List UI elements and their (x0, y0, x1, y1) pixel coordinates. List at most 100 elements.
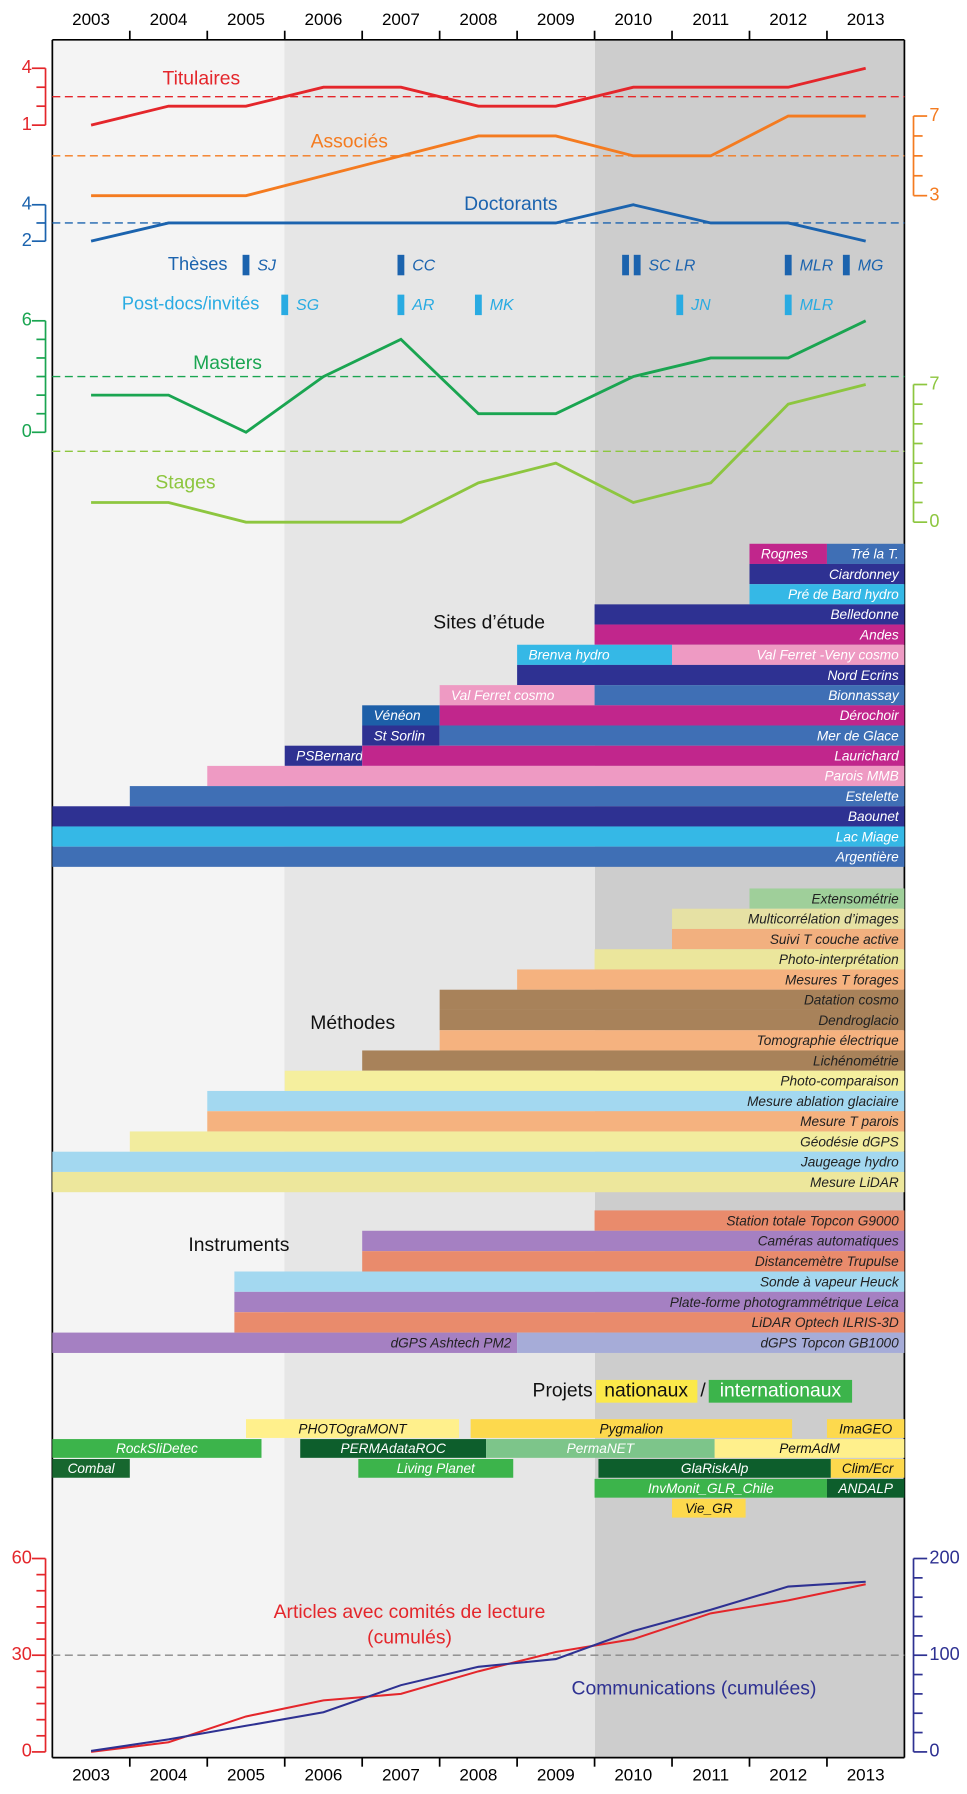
marker-label: JN (690, 297, 711, 314)
series-line (91, 383, 867, 524)
period-bar (594, 604, 905, 625)
bar-label: Clim/Ecr (842, 1461, 894, 1476)
legend-label: nationaux (604, 1380, 688, 1401)
period-bar (362, 1050, 905, 1071)
period-bar (749, 563, 905, 585)
y-tick-label: 4 (22, 194, 32, 214)
period-bar (672, 928, 905, 950)
bar-label: Jaugeage hydro (800, 1155, 899, 1170)
period-bar (234, 1291, 905, 1313)
bar-label: RockSliDetec (116, 1441, 198, 1456)
bar-label: Mesure ablation glaciaire (747, 1094, 899, 1109)
bar-label: PermAdM (779, 1441, 840, 1456)
marker-label: SC LR (649, 257, 696, 274)
bar-label: Mesure LiDAR (810, 1175, 899, 1190)
x-tick-label: 2009 (537, 1765, 575, 1784)
series-label: Associés (311, 131, 388, 152)
series-label: Communications (cumulées) (572, 1678, 817, 1699)
y-tick-label: 2 (22, 230, 32, 250)
series-label: Articles avec comités de lecture (274, 1602, 546, 1623)
y-tick-label: 7 (929, 373, 939, 393)
bar-label: LiDAR Optech ILRIS-3D (752, 1315, 899, 1330)
period-bar (439, 1030, 905, 1051)
marker (397, 254, 405, 276)
x-tick-label: 2006 (304, 1765, 342, 1784)
section-title: Méthodes (310, 1013, 395, 1034)
y-tick-label: 200 (929, 1547, 959, 1567)
section-title: Instruments (188, 1235, 289, 1256)
bar-label: Tré la T. (850, 547, 899, 562)
x-tick-label: 2008 (459, 1765, 497, 1784)
y-tick-label: 0 (22, 1741, 32, 1761)
bar-label: GlaRiskAlp (681, 1461, 749, 1476)
period-bar (234, 1271, 905, 1292)
marker-row-label: Post-docs/invités (122, 294, 259, 314)
bar-label: Caméras automatiques (758, 1234, 899, 1249)
bar-label: Suivi T couche active (770, 932, 899, 947)
bar-label: Mer de Glace (817, 728, 899, 743)
section-title: Projets (533, 1380, 593, 1401)
bar-label: PermaNET (567, 1441, 636, 1456)
y-tick-label: 0 (929, 511, 939, 531)
bar-label: Géodésie dGPS (800, 1134, 899, 1149)
bar-label: Mesure T parois (800, 1114, 899, 1129)
period-bar (52, 1458, 130, 1478)
x-tick-label: 2013 (847, 10, 885, 29)
bar-label: Combal (68, 1461, 116, 1476)
x-tick-label: 2003 (72, 1765, 110, 1784)
bar-label: Pré de Bard hydro (788, 587, 899, 602)
period-bar (672, 908, 905, 929)
period-bar (439, 705, 905, 726)
bar-label: Lichénométrie (813, 1053, 899, 1068)
bar-label: PERMAdataROC (340, 1441, 446, 1456)
marker (842, 254, 850, 276)
bar-label: PHOTOgraMONT (298, 1421, 408, 1436)
y-tick-label: 6 (22, 310, 32, 330)
series-line (90, 1580, 866, 1752)
y-tick-label: 3 (929, 184, 939, 204)
period-bar (598, 1458, 831, 1478)
marker-label: MK (490, 297, 515, 314)
x-tick-label: 2011 (692, 1765, 729, 1784)
period-bar (362, 705, 440, 726)
series-line (91, 114, 866, 198)
x-tick-label: 2011 (692, 10, 729, 29)
marker-label: AR (411, 297, 434, 314)
bar-label: Laurichard (834, 749, 899, 764)
bar-label: Argentière (835, 850, 899, 865)
period-bar (207, 765, 905, 787)
period-bar (714, 1439, 905, 1458)
period-bar (826, 543, 905, 564)
marker-label: MG (858, 257, 884, 274)
x-tick-label: 2013 (847, 1765, 885, 1784)
bar-label: Extensométrie (812, 891, 900, 906)
marker (474, 294, 482, 316)
x-tick-label: 2003 (72, 10, 110, 29)
bar-label: Val Ferret -Veny cosmo (756, 648, 899, 663)
period-bar (486, 1439, 715, 1458)
period-bar (300, 1439, 487, 1458)
section-title: Sites d’étude (433, 613, 545, 634)
period-bar (749, 543, 827, 564)
marker-label: SG (296, 297, 319, 314)
bar-label: PSBernard (296, 749, 363, 764)
bar-label: Vie_GR (685, 1501, 733, 1516)
x-tick-label: 2010 (614, 10, 652, 29)
marker (281, 294, 289, 316)
period-bar (52, 826, 905, 847)
bar-label: Lac Miage (836, 829, 899, 844)
period-bar (594, 1210, 905, 1231)
legend-swatch (708, 1379, 853, 1403)
y-tick-label: 1 (22, 114, 32, 134)
bar-label: Rognes (761, 547, 808, 562)
period-bar (439, 725, 905, 746)
period-bar (749, 584, 905, 605)
marker (784, 254, 792, 276)
bar-label: Baounet (848, 809, 900, 824)
period-bar (517, 664, 905, 686)
bar-label: Dérochoir (840, 708, 900, 723)
period-bar (207, 1090, 905, 1112)
period-bar (52, 1151, 905, 1172)
bar-label: Datation cosmo (804, 993, 899, 1008)
x-tick-label: 2007 (382, 1765, 420, 1784)
